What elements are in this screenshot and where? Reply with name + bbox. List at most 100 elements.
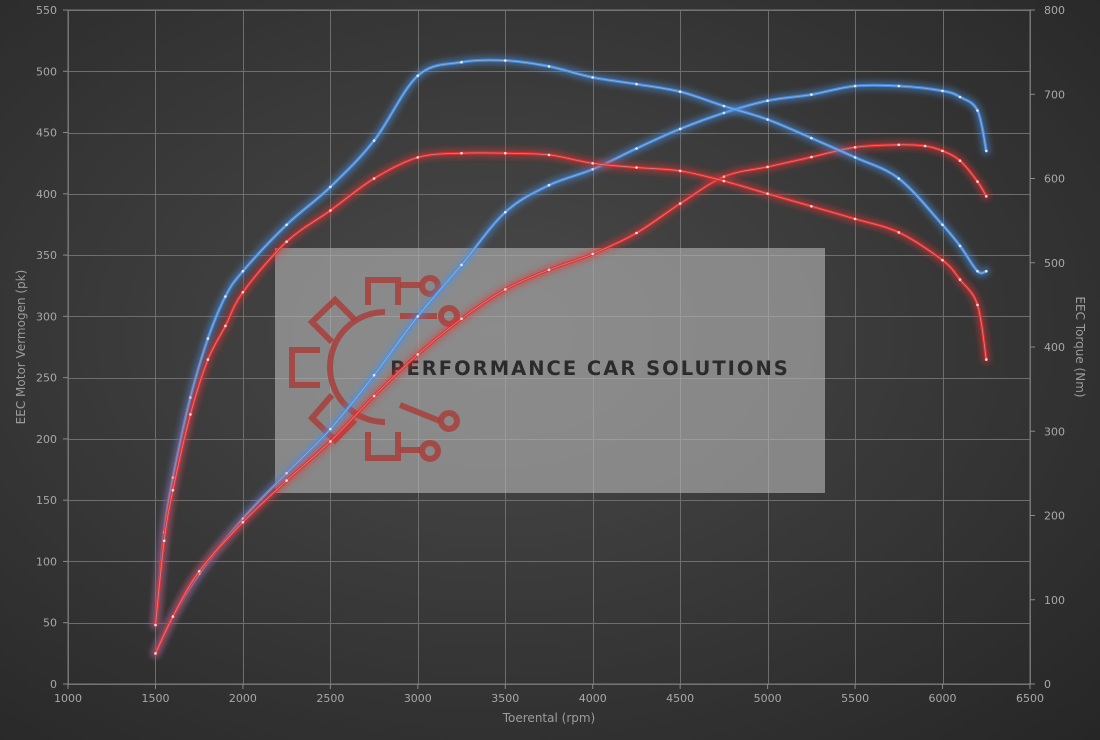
watermark-text: PERFORMANCE CAR SOLUTIONS <box>390 357 790 380</box>
series-point <box>416 315 420 318</box>
series-point <box>329 185 332 189</box>
series-point <box>241 290 245 294</box>
y-tick-label: 250 <box>36 372 57 385</box>
series-point <box>897 177 901 180</box>
series-point <box>154 623 157 627</box>
series-point <box>591 168 594 171</box>
series-point <box>985 149 988 153</box>
series-point <box>635 231 638 235</box>
y-tick-label: 500 <box>36 65 57 78</box>
series-point <box>241 269 245 273</box>
series-point <box>206 337 210 340</box>
y-tick-label: 550 <box>36 4 57 17</box>
series-point <box>206 358 210 361</box>
series-point <box>460 151 463 155</box>
series-point <box>853 217 857 221</box>
series-point <box>547 183 551 187</box>
series-point <box>591 76 594 79</box>
series-highlight <box>155 144 987 654</box>
series-line <box>154 143 988 655</box>
series-point <box>635 166 638 169</box>
series-power-red-1 <box>151 140 991 658</box>
series-point <box>678 202 682 205</box>
y-axis-right-title: EEC Torque (Nm) <box>1073 296 1087 397</box>
series-line <box>154 58 988 627</box>
series-torque-red-3 <box>151 148 991 630</box>
y-tick-label: 100 <box>36 555 57 568</box>
series-point <box>416 353 420 356</box>
series-point <box>976 109 979 112</box>
series-point <box>504 210 507 214</box>
series-point <box>285 471 288 475</box>
y-tick-label: 300 <box>36 310 57 323</box>
series-point <box>504 288 507 291</box>
series-point <box>941 149 944 153</box>
x-tick-label: 3500 <box>491 692 519 705</box>
series-point <box>285 240 288 243</box>
series-point <box>547 268 551 272</box>
gear-logo-icon <box>289 275 460 462</box>
series-point <box>976 269 979 273</box>
series-point <box>547 65 551 68</box>
series-point <box>224 295 227 298</box>
y2-tick-label: 100 <box>1044 594 1065 607</box>
series-point <box>285 223 288 227</box>
y2-tick-label: 500 <box>1044 257 1065 270</box>
series-point <box>241 520 245 524</box>
series-point <box>897 84 901 88</box>
series-point <box>678 169 682 173</box>
series-point <box>853 156 857 159</box>
series-power-blue-0 <box>151 80 991 658</box>
x-tick-label: 5500 <box>841 692 869 705</box>
series-point <box>976 180 979 183</box>
y-tick-label: 150 <box>36 494 57 507</box>
series-point <box>504 151 507 155</box>
x-tick-label: 4000 <box>579 692 607 705</box>
x-tick-label: 2500 <box>316 692 344 705</box>
x-tick-label: 6500 <box>1016 692 1044 705</box>
series-point <box>547 153 551 157</box>
series-point <box>853 84 857 88</box>
series-point <box>171 615 175 618</box>
x-tick-label: 4500 <box>666 692 694 705</box>
series-point <box>810 93 813 96</box>
series-point <box>171 488 175 492</box>
series-point <box>285 479 288 482</box>
series-point <box>329 427 332 431</box>
series-point <box>722 179 726 183</box>
series-point <box>372 373 376 377</box>
series-point <box>635 147 638 150</box>
series-point <box>460 317 463 321</box>
series-point <box>941 89 944 93</box>
series-point <box>460 263 463 267</box>
y-tick-label: 450 <box>36 127 57 140</box>
series-point <box>853 146 857 149</box>
series-point <box>766 99 769 102</box>
y2-tick-label: 700 <box>1044 88 1065 101</box>
series-point <box>372 139 376 142</box>
series-point <box>416 74 420 77</box>
series-point <box>810 205 813 208</box>
y2-tick-label: 400 <box>1044 341 1065 354</box>
y-axis-left-ticks: 0 50 100 150 200 250 300 350 400 450 500 550 <box>36 4 68 691</box>
x-tick-label: 3000 <box>404 692 432 705</box>
series-point <box>958 95 962 99</box>
series-point <box>329 209 332 212</box>
x-axis-title: Toerental (rpm) <box>502 711 595 725</box>
series-point <box>897 231 901 234</box>
series-point <box>985 195 988 198</box>
series-point <box>678 127 682 131</box>
series-point <box>810 136 813 140</box>
series-point <box>766 192 769 195</box>
y2-tick-label: 300 <box>1044 425 1065 438</box>
x-tick-label: 5000 <box>754 692 782 705</box>
series-point <box>985 358 988 361</box>
watermark: PERFORMANCE CAR SOLUTIONS <box>275 248 825 493</box>
series-point <box>958 278 962 281</box>
series-point <box>958 159 962 162</box>
x-axis-ticks: 1000 1500 2000 2500 3000 3500 4000 4500 5000 5500… <box>54 684 1044 705</box>
series-point <box>766 118 769 121</box>
y-tick-label: 200 <box>36 433 57 446</box>
series-point <box>189 413 192 416</box>
